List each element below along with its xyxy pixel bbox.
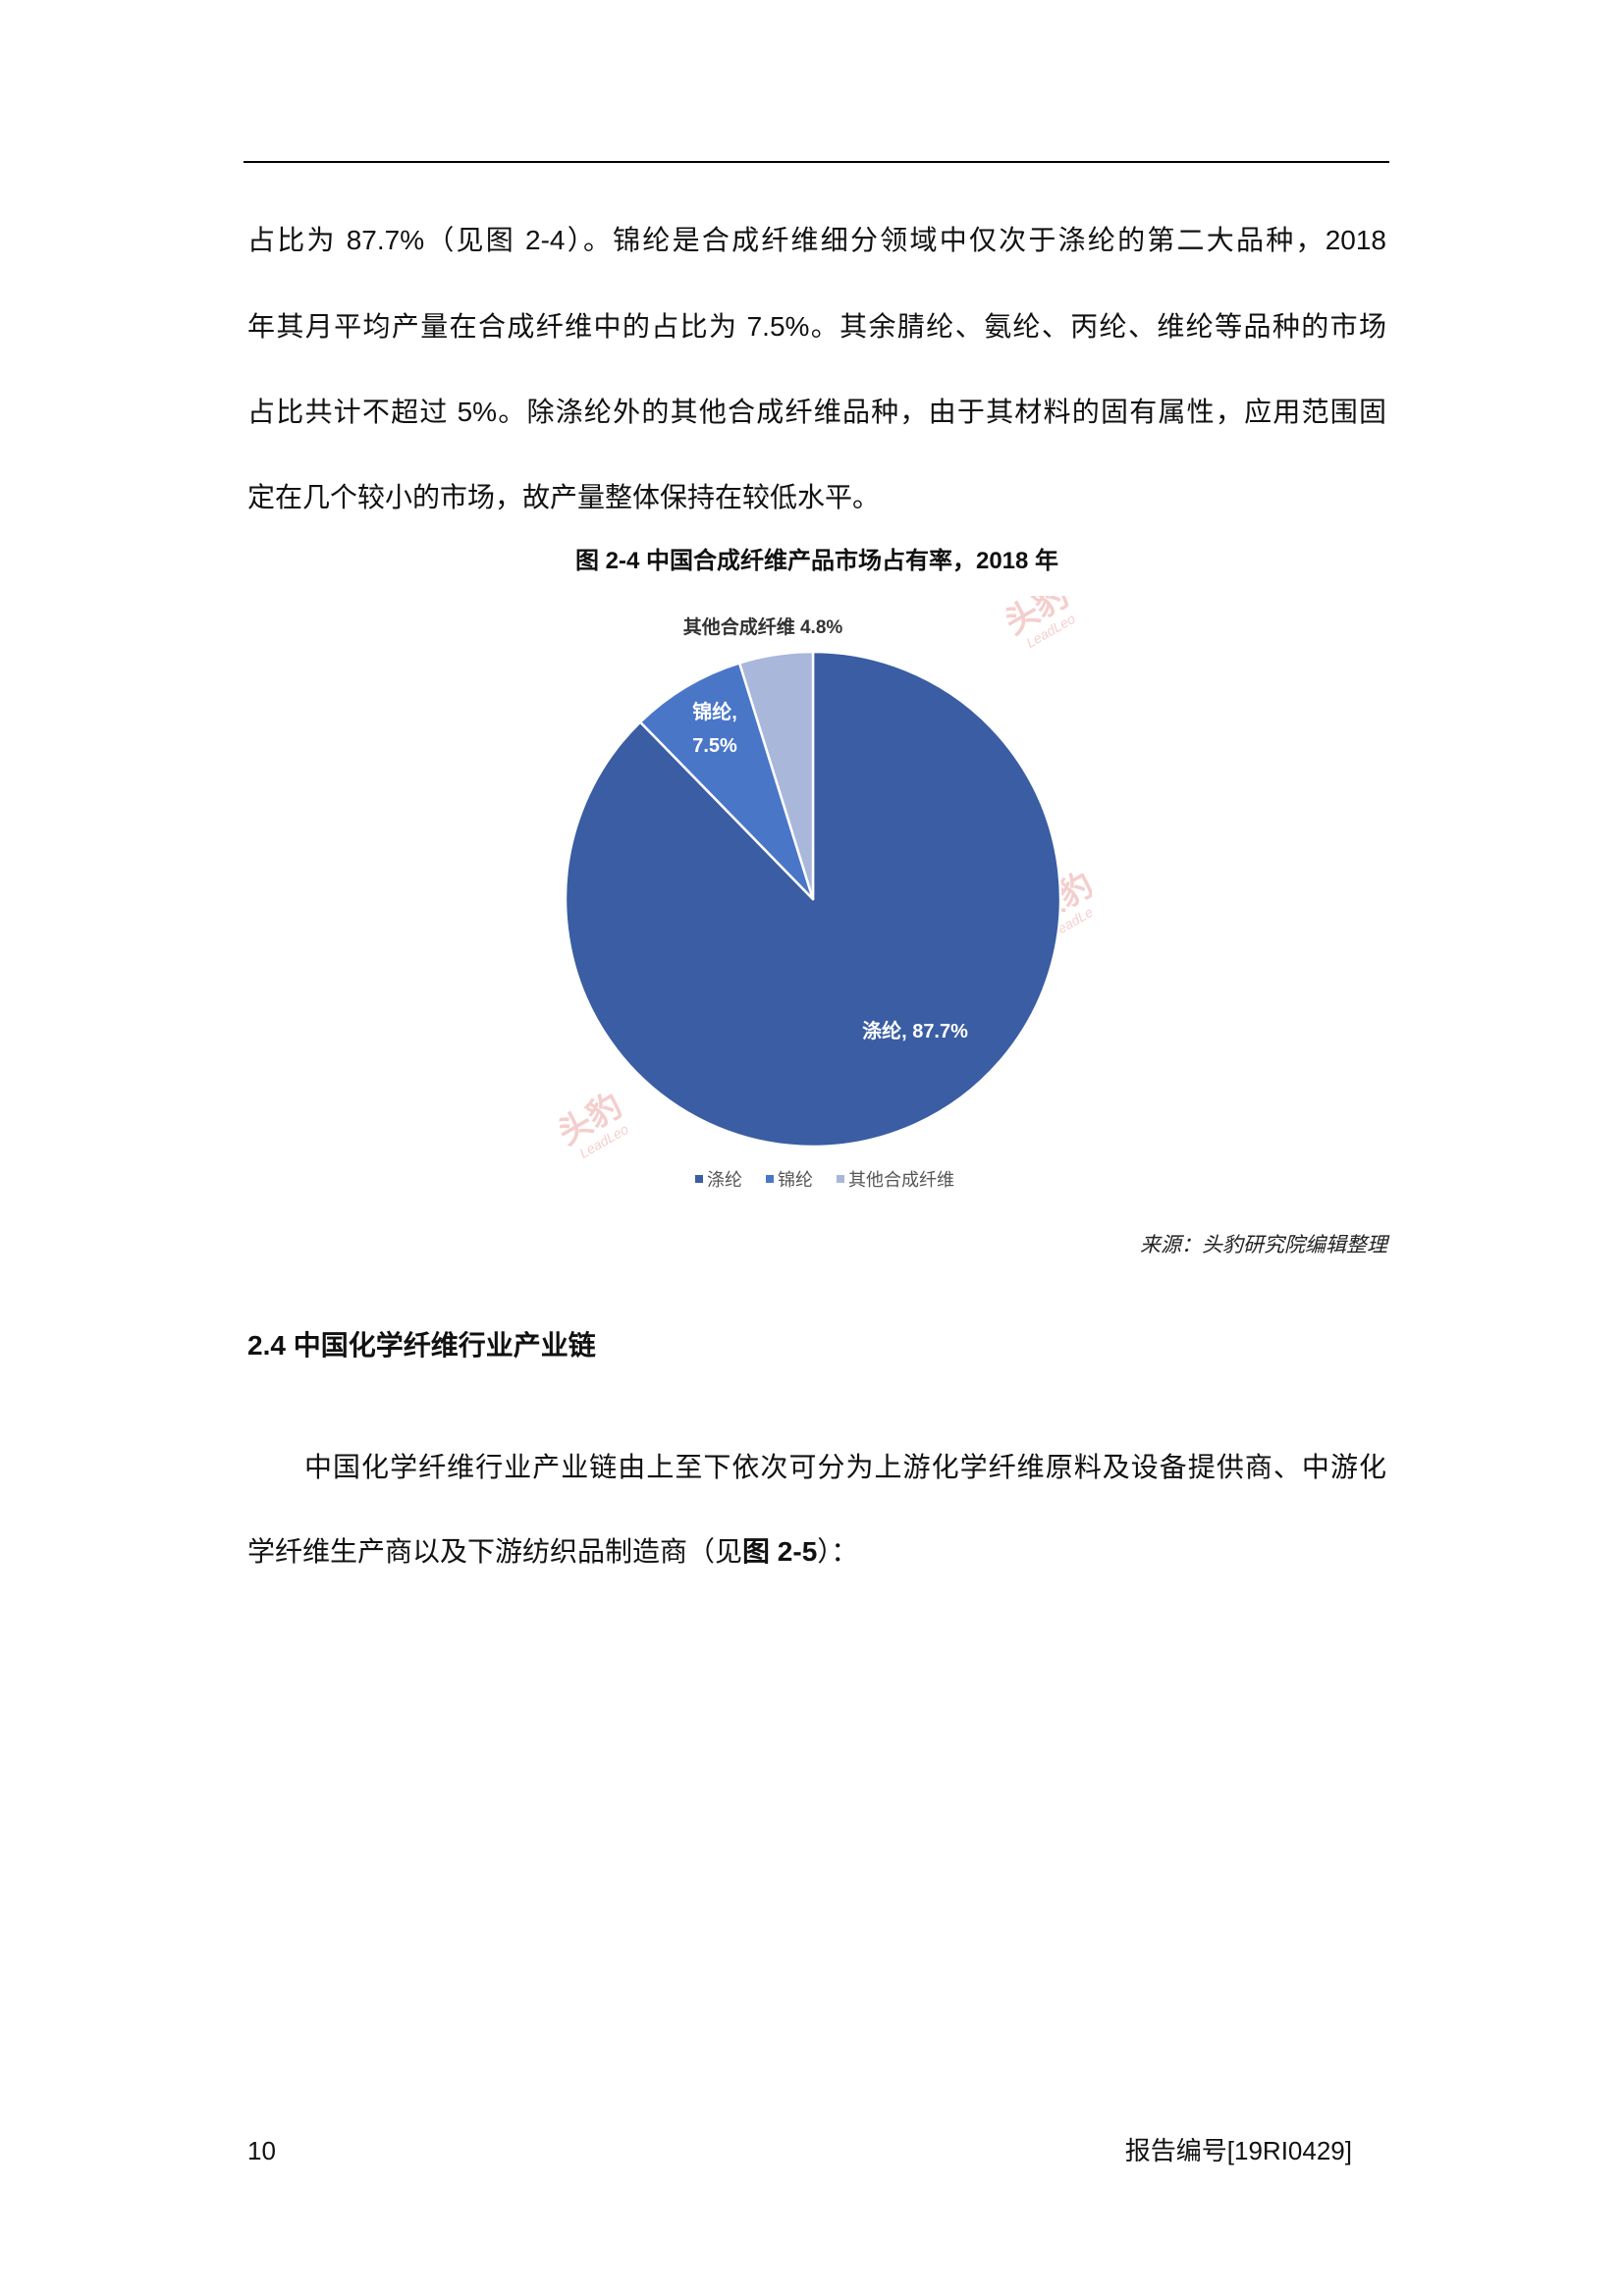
data-label-polyester: 涤纶, 87.7%: [862, 1019, 968, 1042]
figure-reference: 图 2-5: [742, 1536, 818, 1567]
figure-title: 图 2-4 中国合成纤维产品市场占有率，2018 年: [574, 548, 1059, 574]
data-label-other-synthetic: 其他合成纤维 4.8%: [683, 615, 843, 638]
section-heading: 2.4 中国化学纤维行业产业链: [247, 1330, 596, 1361]
body-text-line: 中国化学纤维行业产业链由上至下依次可分为上游化学纤维原料及设备提供商、中游化: [304, 1452, 1386, 1482]
data-label-nylon-value: 7.5%: [692, 735, 737, 757]
body-text-segment: 学纤维生产商以及下游纺织品制造商（见: [247, 1536, 743, 1567]
pie-slice-nylon: [638, 662, 815, 901]
legend-label-polyester: 涤纶: [707, 1170, 742, 1190]
report-id: 报告编号[19RI0429]: [1124, 2136, 1352, 2165]
body-text-line: 年其月平均产量在合成纤维中的占比为 7.5%。其余腈纶、氨纶、丙纶、维纶等品种的…: [247, 311, 1386, 342]
legend-marker-polyester: [695, 1175, 703, 1183]
pie-chart: 头豹 LeadLeo 头豹 LeadLeo 头豹 LeadLeo 头豹 Lead…: [542, 596, 1092, 1209]
legend-label-other-synthetic: 其他合成纤维: [848, 1170, 954, 1190]
figure-source: 来源：头豹研究院编辑整理: [1140, 1234, 1387, 1256]
chart-legend: 涤纶 锦纶 其他合成纤维: [695, 1170, 954, 1190]
body-text-line: 定在几个较小的市场，故产量整体保持在较低水平。: [247, 482, 881, 512]
pie-slice-other-synthetic: [737, 650, 815, 901]
legend-marker-other-synthetic: [837, 1175, 844, 1183]
legend-marker-nylon: [766, 1175, 774, 1183]
header-rule: [244, 161, 1389, 163]
body-text-line: 占比为 87.7%（见图 2-4）。锦纶是合成纤维细分领域中仅次于涤纶的第二大品…: [247, 225, 1386, 255]
data-label-nylon-name: 锦纶,: [692, 700, 737, 723]
body-text-segment: ）：: [817, 1536, 859, 1567]
pie-slices: [564, 650, 1062, 1148]
body-text-line: 占比共计不超过 5%。除涤纶外的其他合成纤维品种，由于其材料的固有属性，应用范围…: [247, 397, 1386, 427]
body-text-line: 学纤维生产商以及下游纺织品制造商（见图 2-5）：: [247, 1532, 1386, 1572]
legend-label-nylon: 锦纶: [778, 1170, 813, 1190]
page-number: 10: [247, 2136, 276, 2165]
